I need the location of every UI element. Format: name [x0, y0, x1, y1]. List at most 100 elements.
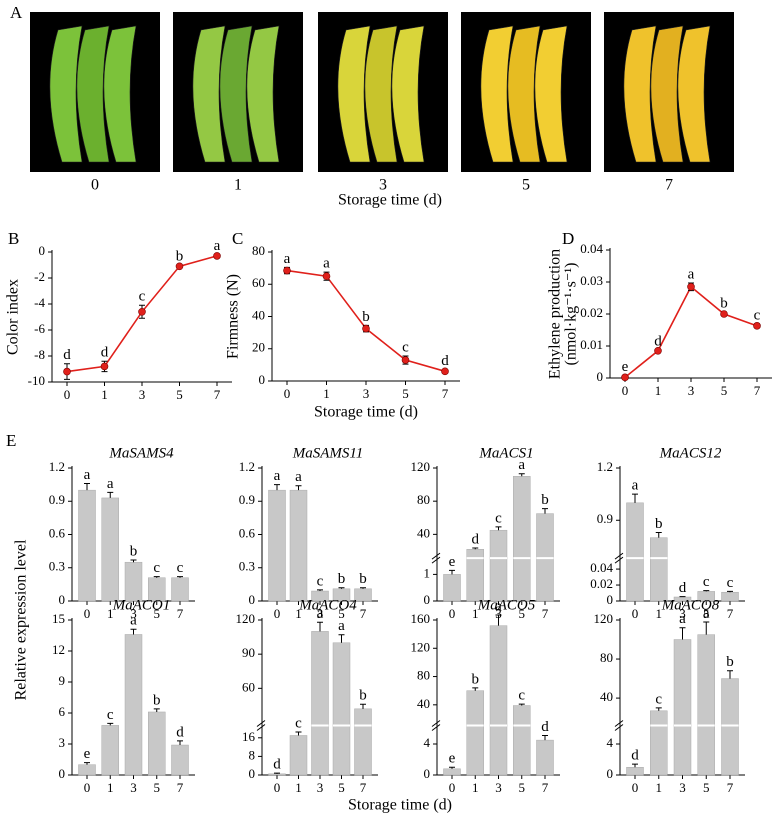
y-tick-label: 20: [252, 340, 265, 355]
y-tick-label: 120: [594, 611, 614, 626]
bar: [124, 561, 143, 602]
y-tick-label: 0.9: [597, 511, 613, 526]
x-tick-label: 7: [214, 387, 221, 402]
error-bar: [727, 670, 733, 679]
y-tick-label: 120: [236, 611, 256, 626]
x-tick-label: 0: [64, 387, 71, 402]
y-tick-label: 0.3: [49, 559, 65, 574]
chart-title: MaSAMS4: [108, 445, 174, 461]
y-tick-label: 80: [600, 650, 613, 665]
x-tick-label: 1: [655, 383, 662, 398]
x-tick-label: 3: [130, 780, 137, 795]
bar: [443, 574, 461, 602]
significance-label: c: [177, 560, 184, 576]
x-tick-label: 3: [495, 606, 502, 621]
bar: [78, 764, 96, 776]
axis-break: [614, 720, 624, 731]
error-bar: [153, 576, 160, 578]
x-tick-label: 7: [177, 780, 184, 795]
y-tick-label: 0.9: [49, 492, 65, 507]
chart-title: MaACS1: [478, 445, 533, 461]
point: [687, 282, 695, 291]
x-axis-label: Storage time (d): [314, 404, 418, 421]
bar: [332, 642, 351, 776]
panel-label: D: [562, 229, 574, 248]
x-tick-label: 3: [363, 386, 370, 401]
y-tick-label: 8: [249, 747, 256, 762]
chart-title: MaACO4: [298, 597, 357, 613]
banana: [246, 25, 280, 163]
y-tick-label: 0.6: [239, 525, 256, 540]
bar: [124, 634, 143, 776]
x-tick-label: 0: [284, 386, 291, 401]
y-tick-label: 120: [411, 639, 431, 654]
error-bar: [130, 559, 137, 563]
point: [362, 324, 370, 333]
significance-label: c: [153, 560, 160, 576]
y-tick-label: 4: [424, 735, 431, 750]
x-tick-label: 1: [323, 386, 330, 401]
error-bar: [495, 614, 502, 626]
chart-title: MaACO8: [661, 597, 720, 613]
x-tick-label: 1: [656, 606, 663, 621]
y-tick-label: 0.04: [590, 560, 613, 575]
y-tick-label: 15: [52, 611, 65, 626]
banana: [192, 25, 226, 163]
error-bar: [153, 708, 160, 712]
bar: [626, 502, 644, 602]
y-tick-label: 12: [52, 642, 65, 657]
significance-label: b: [472, 671, 480, 687]
banana: [650, 25, 684, 163]
x-tick-label: 5: [519, 606, 526, 621]
error-bar: [632, 493, 638, 503]
bar: [466, 549, 484, 602]
significance-label: d: [541, 719, 549, 735]
error-bar: [177, 740, 183, 746]
error-bar: [655, 531, 662, 538]
x-tick-label: 3: [495, 780, 502, 795]
significance-label: a: [688, 266, 695, 282]
bar: [101, 725, 119, 776]
x-tick-label: 1: [295, 780, 302, 795]
y-tick-label: 1.2: [597, 459, 613, 474]
y-tick-label: 120: [411, 459, 431, 474]
error-bar: [295, 731, 302, 736]
bar: [721, 591, 739, 602]
banana: [480, 25, 514, 163]
error-bar: [360, 587, 366, 589]
error-bar: [177, 576, 183, 578]
error-bar: [317, 589, 323, 592]
significance-label: c: [655, 691, 662, 707]
point: [621, 373, 629, 382]
bar: [443, 768, 461, 776]
significance-label: a: [632, 478, 639, 494]
y-tick-label: 0.01: [580, 337, 603, 352]
x-tick-label: 0: [274, 780, 281, 795]
y-tick-label: 90: [242, 645, 255, 660]
bar: [721, 678, 739, 776]
x-tick-label: 0: [632, 606, 639, 621]
banana: [623, 25, 657, 163]
bar: [673, 639, 692, 776]
banana: [219, 25, 253, 163]
error-bar: [274, 772, 280, 774]
bar: [536, 739, 554, 776]
significance-label: b: [541, 492, 549, 508]
significance-label: c: [107, 707, 114, 723]
banana: [391, 25, 425, 163]
banana: [534, 25, 568, 163]
banana: [76, 25, 110, 163]
y-tick-label: 40: [417, 525, 430, 540]
x-tick-label: 3: [139, 387, 146, 402]
y-axis-label: Ethylene production: [547, 249, 564, 379]
x-tick-label: 7: [360, 780, 367, 795]
significance-label: a: [130, 613, 137, 629]
x-tick-label: 7: [727, 606, 734, 621]
bar: [650, 537, 668, 602]
x-tick-label: 5: [154, 780, 161, 795]
y-tick-label: 160: [411, 611, 431, 626]
significance-label: c: [295, 715, 302, 731]
x-tick-label: 7: [542, 606, 549, 621]
error-bar: [703, 621, 710, 635]
point: [175, 262, 184, 271]
